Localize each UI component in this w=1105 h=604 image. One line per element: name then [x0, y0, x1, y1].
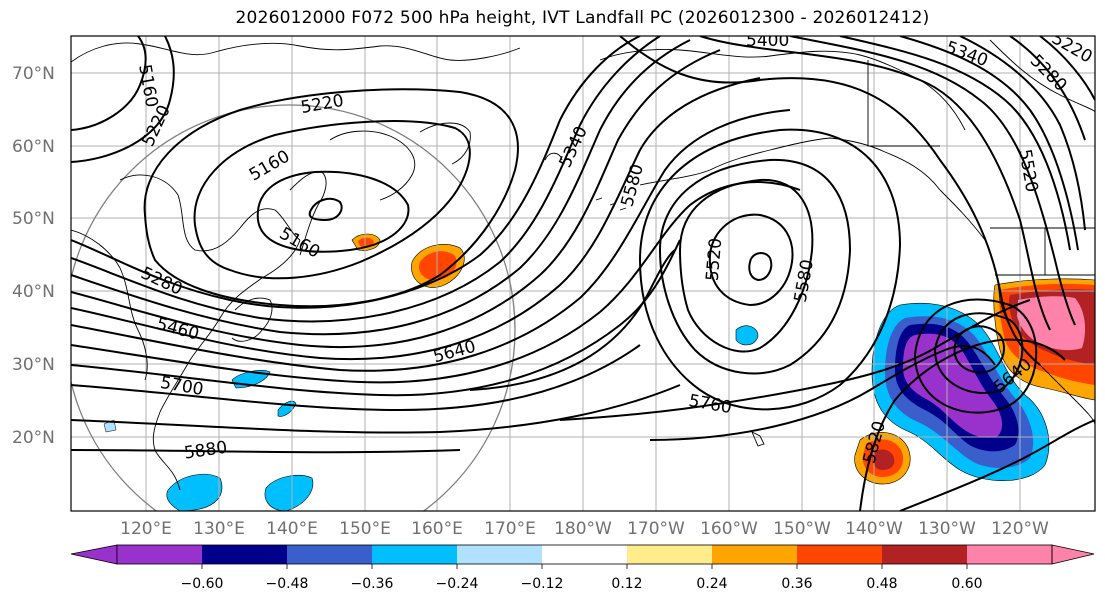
colorbar-tick-label: −0.12 — [521, 576, 564, 592]
colorbar-segment — [202, 545, 287, 564]
colorbar-tick-label: −0.60 — [181, 576, 224, 592]
lon-label: 120°W — [991, 519, 1049, 539]
lon-label: 140°E — [266, 519, 318, 539]
colorbar-segment — [117, 545, 202, 564]
coastlines — [71, 39, 1095, 491]
colorbar-segment — [882, 545, 967, 564]
colorbar-tick-label: −0.24 — [436, 576, 479, 592]
lat-label: 40°N — [12, 282, 55, 302]
contour-label: 5520 — [703, 237, 727, 282]
lon-label: 150°E — [339, 519, 391, 539]
colorbar-tick-label: 0.48 — [866, 576, 897, 592]
colorbar-tick-label: −0.48 — [266, 576, 309, 592]
lat-label: 50°N — [12, 209, 55, 229]
lon-label: 150°W — [773, 519, 831, 539]
colorbar-extend-left — [70, 544, 118, 565]
colorbar-segment — [287, 545, 372, 564]
map-frame — [70, 35, 1096, 512]
lon-label: 130°W — [918, 519, 976, 539]
colorbar-segment — [712, 545, 797, 564]
map-title: 2026012000 F072 500 hPa height, IVT Land… — [235, 8, 930, 28]
lon-label: 120°E — [120, 519, 172, 539]
colorbar-segment — [797, 545, 882, 564]
colorbar-segment — [372, 545, 457, 564]
colorbar-segment — [542, 545, 627, 564]
latitude-labels: 70°N 60°N 50°N 40°N 30°N 20°N — [12, 64, 55, 448]
colorbar-tick-label: 0.12 — [611, 576, 642, 592]
colorbar-tick-label: 0.60 — [951, 576, 982, 592]
colorbar-extend-right — [1051, 544, 1095, 565]
colorbar-tick-label: 0.24 — [696, 576, 727, 592]
region-circle — [71, 104, 516, 511]
ivt-negative-core — [903, 333, 1003, 438]
colorbar-segment — [627, 545, 712, 564]
longitude-labels: 120°E 130°E 140°E 150°E 160°E 170°E 180°… — [120, 519, 1049, 539]
colorbar-tick-label: −0.36 — [351, 576, 394, 592]
map-plot-area: 5160 5220 5220 5160 5160 5280 5460 5700 … — [71, 31, 1095, 511]
lat-label: 70°N — [12, 64, 55, 84]
lon-label: 180°W — [554, 519, 612, 539]
lon-label: 160°E — [411, 519, 463, 539]
colorbar: −0.60 −0.48 −0.36 −0.24 −0.12 0.12 0.24 … — [70, 544, 1095, 592]
colorbar-tick-label: 0.36 — [781, 576, 812, 592]
lon-label: 170°E — [484, 519, 536, 539]
lat-label: 60°N — [12, 137, 55, 157]
height-contours — [71, 36, 1095, 511]
lat-label: 20°N — [12, 428, 55, 448]
colorbar-segment — [967, 545, 1052, 564]
contour-label: 5400 — [746, 31, 789, 51]
lon-label: 170°W — [627, 519, 685, 539]
lon-label: 130°E — [193, 519, 245, 539]
colorbar-segment — [457, 545, 542, 564]
lat-label: 30°N — [12, 355, 55, 375]
lon-label: 160°W — [700, 519, 758, 539]
lat-lon-grid — [71, 36, 1095, 511]
lon-label: 140°W — [845, 519, 903, 539]
